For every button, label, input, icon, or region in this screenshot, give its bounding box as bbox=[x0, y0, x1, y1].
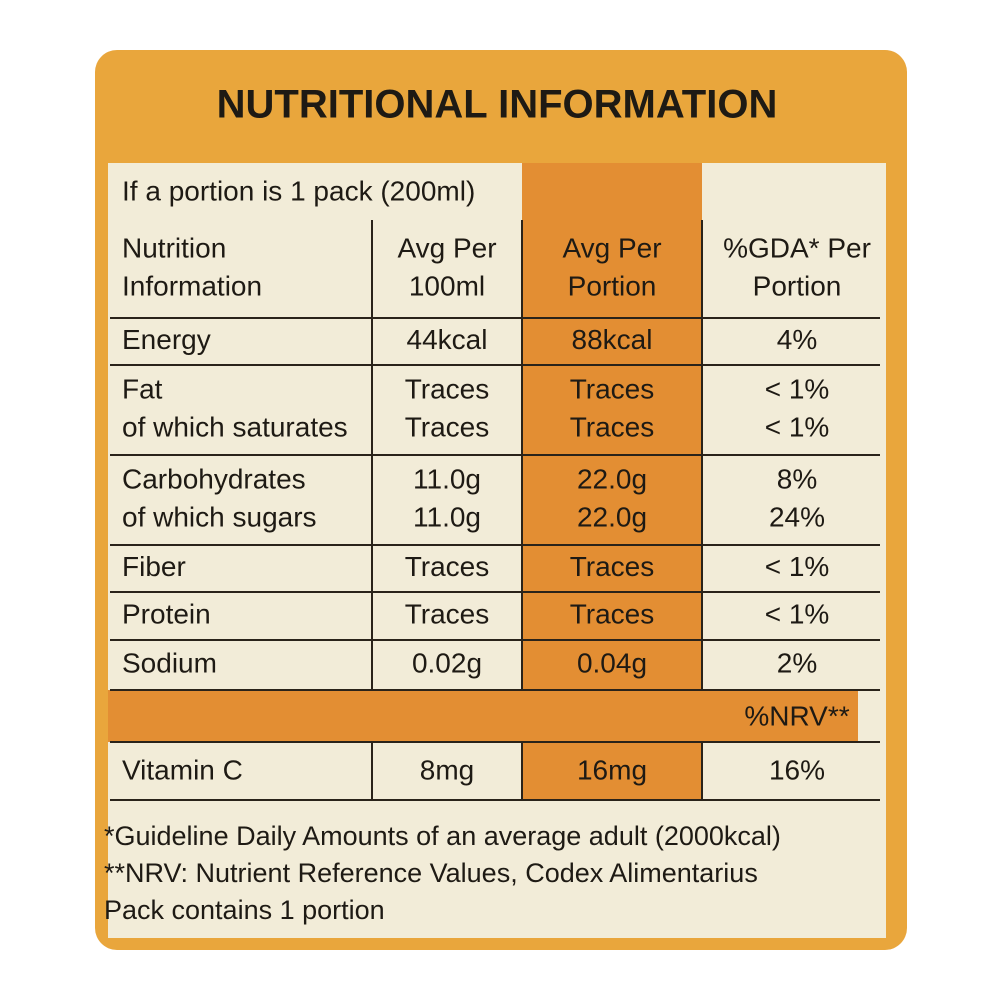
cell-text: Traces bbox=[405, 373, 490, 404]
cell-text: Avg Per bbox=[562, 232, 661, 263]
footnote: **NRV: Nutrient Reference Values, Codex … bbox=[104, 858, 758, 888]
cell-text: Carbohydrates bbox=[122, 463, 306, 494]
cell-text: Portion bbox=[753, 270, 842, 301]
cell-text: 2% bbox=[777, 647, 817, 678]
cell-text: Traces bbox=[570, 551, 655, 582]
cell-text: 44kcal bbox=[407, 324, 488, 355]
cell-text: < 1% bbox=[765, 411, 830, 442]
cell-text: Vitamin C bbox=[122, 754, 243, 785]
cell-text: Information bbox=[122, 270, 262, 301]
cell-text: Fiber bbox=[122, 551, 186, 582]
cell-text: Energy bbox=[122, 324, 211, 355]
cell-text: < 1% bbox=[765, 598, 830, 629]
cell-text: Traces bbox=[405, 598, 490, 629]
cell-text: 100ml bbox=[409, 270, 485, 301]
cell-text: 16mg bbox=[577, 754, 647, 785]
cell-text: of which sugars bbox=[122, 501, 317, 532]
cell-text: Nutrition bbox=[122, 232, 226, 263]
nrv-band bbox=[108, 690, 858, 742]
cell-text: 16% bbox=[769, 754, 825, 785]
cell-text: Traces bbox=[405, 411, 490, 442]
cell-text: 11.0g bbox=[413, 463, 481, 494]
nrv-label: %NRV** bbox=[744, 700, 849, 731]
cell-text: Traces bbox=[570, 373, 655, 404]
cell-text: Sodium bbox=[122, 647, 217, 678]
cell-text: < 1% bbox=[765, 551, 830, 582]
cell-text: Protein bbox=[122, 598, 211, 629]
cell-text: Fat bbox=[122, 373, 163, 404]
table-area bbox=[108, 163, 886, 938]
cell-text: 4% bbox=[777, 324, 817, 355]
cell-text: Avg Per bbox=[397, 232, 496, 263]
cell-text: 22.0g bbox=[577, 463, 647, 494]
cell-text: 22.0g bbox=[577, 501, 647, 532]
footnote: Pack contains 1 portion bbox=[104, 895, 385, 925]
cell-text: Traces bbox=[405, 551, 490, 582]
cell-text: 0.04g bbox=[577, 647, 647, 678]
cell-text: Traces bbox=[570, 411, 655, 442]
cell-text: 0.02g bbox=[412, 647, 482, 678]
cell-text: of which saturates bbox=[122, 411, 348, 442]
cell-text: 8mg bbox=[420, 754, 474, 785]
cell-text: 11.0g bbox=[413, 501, 481, 532]
cell-text: < 1% bbox=[765, 373, 830, 404]
footnote: *Guideline Daily Amounts of an average a… bbox=[104, 821, 781, 851]
cell-text: %GDA* Per bbox=[723, 232, 871, 263]
cell-text: Traces bbox=[570, 598, 655, 629]
cell-text: 24% bbox=[769, 501, 825, 532]
title: NUTRITIONAL INFORMATION bbox=[217, 83, 778, 127]
cell-text: 8% bbox=[777, 463, 817, 494]
cell-text: Portion bbox=[568, 270, 657, 301]
cell-text: 88kcal bbox=[572, 324, 653, 355]
portion-note: If a portion is 1 pack (200ml) bbox=[122, 175, 475, 206]
